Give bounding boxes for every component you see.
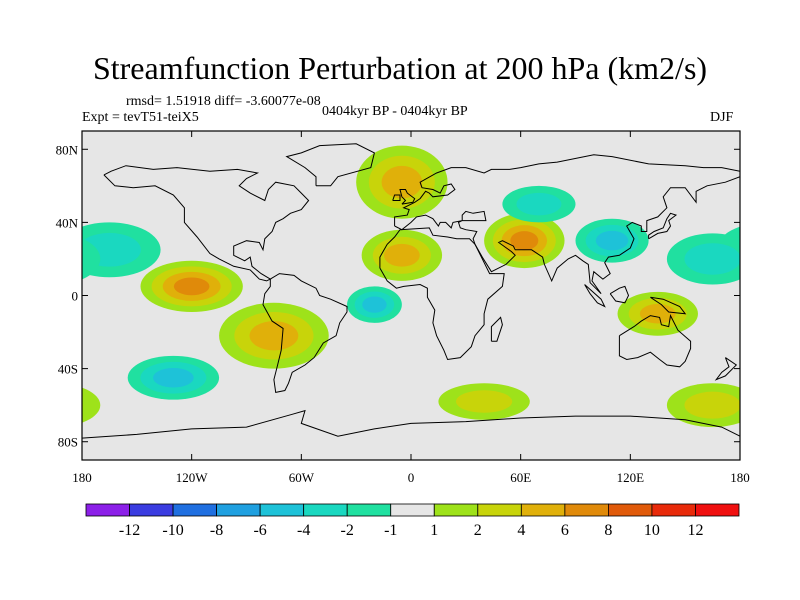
contour-fills	[82, 145, 740, 428]
colorbar-swatch	[216, 503, 261, 517]
contour-fill-level	[684, 243, 740, 275]
y-tick-label: 0	[72, 289, 79, 304]
contour-fill-level	[381, 165, 423, 199]
x-tick-label: 60W	[289, 470, 315, 485]
colorbar-label: 4	[517, 522, 525, 539]
coastline-madagascar	[490, 316, 503, 342]
contour-fill-level	[383, 243, 420, 267]
contour-feature	[219, 302, 329, 369]
colorbar-swatch	[564, 503, 609, 517]
colorbar-swatch	[85, 503, 130, 517]
contour-fill-level	[639, 304, 676, 324]
contour-fill-level	[82, 255, 83, 263]
experiment-label: Expt = tevT51-teiX5	[82, 110, 199, 125]
period-label: 0404kyr BP - 0404kyr BP	[322, 104, 468, 119]
y-tick-label: 40S	[58, 362, 78, 377]
contour-feature	[127, 355, 220, 400]
coastlines	[82, 143, 740, 439]
y-tick-label: 80S	[58, 435, 78, 450]
colorbar-swatch	[651, 503, 696, 517]
colorbar-swatch	[520, 503, 566, 517]
colorbar-swatch	[695, 503, 740, 517]
contour-feature	[484, 213, 565, 269]
contour-feature	[617, 291, 698, 336]
rmsd-diff-stats: rmsd= 1.51918 diff= -3.60077e-08	[126, 94, 321, 109]
coastline-britain	[399, 189, 416, 205]
chart-title: Streamfunction Perturbation at 200 hPa (…	[92, 50, 708, 86]
contour-fill-level	[82, 238, 101, 280]
colorbar-label: -6	[253, 522, 266, 539]
contour-fill-level	[510, 231, 539, 251]
coastline-sumatra	[584, 284, 606, 308]
colorbar-label: 12	[687, 522, 703, 539]
contour-feature	[82, 233, 740, 285]
colorbar-label: 6	[561, 522, 569, 539]
contour-feature	[347, 286, 402, 323]
contour-fill-level	[684, 391, 740, 419]
coastline-north-america	[103, 165, 310, 282]
contour-feature	[575, 218, 649, 263]
colorbar-label: -8	[210, 522, 223, 539]
coastline-ireland	[392, 194, 401, 201]
coastline-south-america	[262, 273, 348, 393]
colorbar-swatch	[390, 503, 435, 517]
colorbar-label: -12	[119, 522, 140, 539]
contour-fill-level	[455, 390, 513, 413]
coastline-new-guinea	[650, 296, 687, 315]
x-tick-label: 120E	[617, 470, 645, 485]
colorbar-swatch	[303, 503, 348, 517]
coastline-greenland	[285, 143, 375, 187]
y-tick-label: 80N	[56, 142, 79, 157]
contour-feature	[140, 260, 243, 312]
colorbar-swatch	[172, 503, 218, 517]
colorbar-swatch	[346, 503, 392, 517]
coastline-japan	[648, 212, 678, 240]
contour-feature	[356, 145, 448, 219]
coastline-eurasia	[394, 154, 740, 295]
contour-feature	[361, 229, 443, 281]
colorbar-label: -2	[341, 522, 354, 539]
colorbar-swatch	[433, 503, 479, 517]
colorbar-swatch	[129, 503, 174, 517]
y-tick-label: 40N	[56, 215, 79, 230]
x-tick-label: 180	[730, 470, 750, 485]
contour-fill-level	[249, 321, 299, 351]
colorbar-swatch	[259, 503, 305, 517]
contour-fill-level	[82, 387, 101, 423]
colorbar-label: 10	[644, 522, 660, 539]
contour-fill-level	[173, 277, 210, 296]
contour-feature	[502, 185, 576, 223]
contour-fill-level	[735, 241, 740, 259]
x-tick-label: 120W	[176, 470, 209, 485]
contour-feature	[82, 383, 740, 428]
coastline-antarctica-coast	[82, 409, 740, 439]
coastline-new-zealand	[714, 357, 738, 381]
x-tick-label: 0	[408, 470, 415, 485]
colorbar-label: 2	[474, 522, 482, 539]
contour-fill-level	[153, 368, 194, 388]
coastline-africa	[379, 227, 505, 361]
colorbar-label: 1	[430, 522, 438, 539]
x-tick-label: 180	[72, 470, 92, 485]
contour-fill-level	[82, 402, 83, 409]
x-tick-label: 60E	[510, 470, 531, 485]
contour-feature	[438, 383, 530, 420]
contour-fill-level	[595, 230, 629, 251]
coastline-borneo	[609, 285, 630, 304]
colorbar: -12 -10 -8 -6 -4 -2 -1 1 2 4 6 8 10 12	[85, 503, 740, 539]
contour-fill-level	[362, 296, 387, 313]
coastline-australia	[618, 314, 692, 368]
contour-fill-level	[516, 192, 562, 216]
season-label: DJF	[710, 110, 734, 125]
colorbar-swatch	[477, 503, 522, 517]
colorbar-label: -4	[297, 522, 310, 539]
colorbar-label: -1	[384, 522, 397, 539]
colorbar-label: -10	[162, 522, 183, 539]
axis-ticks: 180 120W 60W 0 60E 120E 180 80N 40N 0 40S 80S	[56, 131, 750, 485]
colorbar-label: 8	[604, 522, 612, 539]
colorbar-swatch	[608, 503, 653, 517]
